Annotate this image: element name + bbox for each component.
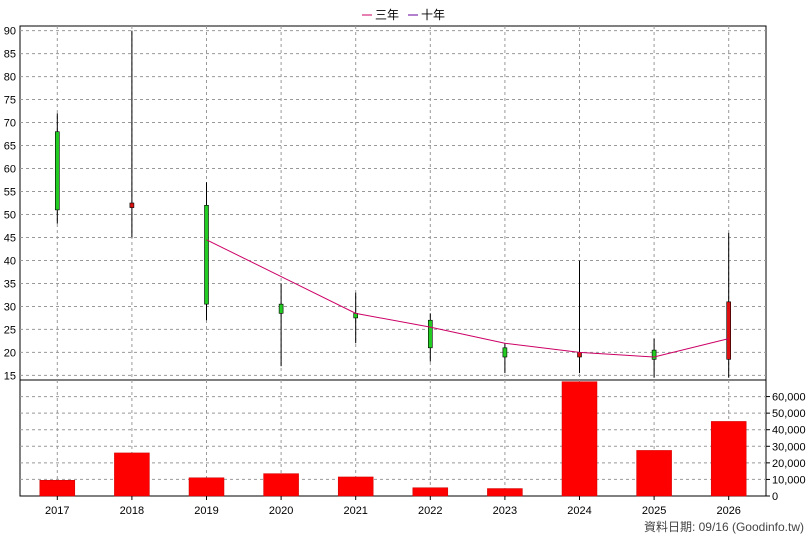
x-tick-label: 2024 [567, 505, 591, 517]
price-tick-label: 75 [4, 95, 16, 107]
volume-bar-2017 [39, 480, 76, 497]
price-tick-label: 50 [4, 209, 16, 221]
volume-y-axis: 0 10,000 20,000 30,000 40,000 50,000 60,000 [766, 392, 806, 503]
price-tick-label: 45 [4, 232, 16, 244]
price-y-axis: 15 20 25 30 35 40 45 50 55 60 65 70 75 80 85 90 [4, 26, 16, 383]
volume-tick-label: 40,000 [772, 425, 806, 437]
price-tick-label: 25 [4, 324, 16, 336]
price-candles [54, 30, 732, 378]
candle-body-2026 [726, 301, 732, 360]
candle-body-2019 [204, 204, 209, 305]
legend-label-three-year: 三年 [375, 8, 399, 22]
price-tick-label: 90 [4, 26, 16, 38]
volume-plot-frame [19, 379, 767, 497]
average-lines [206, 239, 729, 358]
x-tick-label: 2023 [493, 505, 517, 517]
x-axis: 2017 2018 2019 2020 2021 2022 2023 2024 2025 2026 [45, 496, 741, 517]
x-tick-label: 2022 [418, 505, 442, 517]
price-tick-label: 70 [4, 118, 16, 130]
candle-body-2025 [651, 349, 657, 360]
price-tick-label: 35 [4, 278, 16, 290]
candle-body-2022 [427, 319, 433, 349]
average-line-三年 [206, 239, 729, 358]
price-tick-label: 15 [4, 370, 16, 382]
candle-body-2024 [577, 352, 582, 358]
volume-bar-2021 [337, 476, 374, 497]
volume-bar-2025 [636, 450, 672, 497]
volume-tick-label: 30,000 [772, 441, 806, 453]
volume-tick-label: 50,000 [772, 408, 806, 420]
x-tick-label: 2017 [45, 505, 69, 517]
volume-bar-2018 [114, 452, 150, 497]
volume-tick-label: 10,000 [772, 474, 806, 486]
price-tick-label: 85 [4, 49, 16, 61]
price-tick-label: 60 [4, 164, 16, 176]
candle-body-2018 [129, 202, 135, 208]
volume-tick-label: 0 [772, 491, 778, 503]
candle-body-2017 [54, 131, 60, 211]
x-tick-label: 2018 [120, 505, 144, 517]
candle-body-2023 [502, 347, 508, 358]
price-tick-label: 40 [4, 255, 16, 267]
price-tick-label: 20 [4, 347, 16, 359]
volume-tick-label: 20,000 [772, 458, 806, 470]
volume-bar-2026 [710, 421, 747, 497]
x-tick-label: 2019 [194, 505, 218, 517]
volume-bars [39, 381, 747, 497]
volume-bar-2022 [412, 487, 449, 497]
volume-tick-label: 60,000 [772, 392, 806, 404]
x-tick-label: 2021 [343, 505, 367, 517]
x-tick-label: 2026 [716, 505, 740, 517]
price-tick-label: 65 [4, 141, 16, 153]
x-tick-label: 2025 [642, 505, 666, 517]
volume-bar-2019 [188, 477, 225, 497]
source-label: 資料日期: 09/16 (Goodinfo.tw) [644, 520, 804, 534]
legend: 三年 十年 [362, 8, 445, 22]
price-tick-label: 80 [4, 72, 16, 84]
price-tick-label: 55 [4, 187, 16, 199]
x-tick-label: 2020 [269, 505, 293, 517]
volume-bar-2023 [487, 488, 523, 497]
volume-bar-2020 [263, 473, 299, 497]
price-tick-label: 30 [4, 301, 16, 313]
legend-label-ten-year: 十年 [421, 8, 445, 22]
volume-bar-2024 [561, 381, 598, 497]
candle-body-2020 [278, 303, 284, 314]
